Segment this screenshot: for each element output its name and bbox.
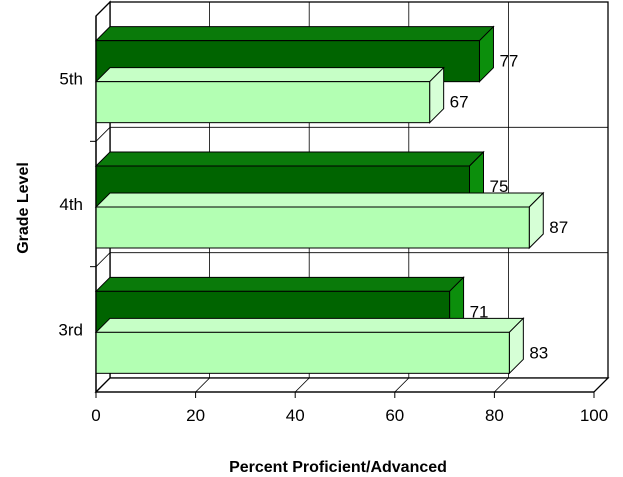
data-label: 75 xyxy=(490,177,509,196)
category-labels: 3rd 4th 5th xyxy=(58,70,83,340)
bar xyxy=(95,81,431,124)
x-tick-label: 60 xyxy=(385,406,404,425)
bar xyxy=(95,206,530,249)
data-label: 67 xyxy=(450,93,469,112)
category-label: 4th xyxy=(59,195,83,214)
data-label: 71 xyxy=(470,302,489,321)
band-wall-line xyxy=(95,252,111,267)
data-label: 83 xyxy=(529,343,548,362)
bar xyxy=(95,331,510,374)
data-label: 87 xyxy=(549,218,568,237)
x-floor-gridline xyxy=(494,377,509,393)
x-tick-label: 0 xyxy=(91,406,100,425)
y-axis-title: Grade Level xyxy=(15,162,32,254)
x-tick-label: 100 xyxy=(580,406,608,425)
x-tick-label: 40 xyxy=(286,406,305,425)
bar-top-face xyxy=(94,276,465,292)
category-label: 3rd xyxy=(58,320,83,339)
category-label: 5th xyxy=(59,70,83,89)
bar-top-face xyxy=(94,192,545,208)
x-tick-label: 20 xyxy=(186,406,205,425)
x-axis-title: Percent Proficient/Advanced xyxy=(229,459,447,476)
bar-top-face xyxy=(94,151,485,167)
x-floor-gridline xyxy=(394,377,410,393)
data-label: 77 xyxy=(499,52,518,71)
x-tick-labels: 0 20 40 60 80 100 xyxy=(91,406,608,425)
band-wall-line xyxy=(95,127,111,142)
x-tick-label: 80 xyxy=(485,406,504,425)
x-floor-gridline xyxy=(195,377,210,393)
bar-top-face xyxy=(94,67,445,83)
floor xyxy=(94,377,610,393)
x-floor-gridline xyxy=(294,377,310,393)
bar-top-face xyxy=(94,26,495,42)
bars: 71 83 75 87 77 67 xyxy=(94,25,568,375)
bar-top-face xyxy=(94,317,525,333)
axes xyxy=(90,16,595,398)
